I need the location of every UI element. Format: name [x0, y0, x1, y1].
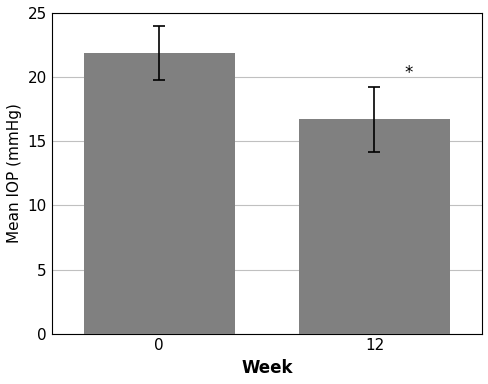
Y-axis label: Mean IOP (mmHg): Mean IOP (mmHg): [7, 103, 22, 243]
Text: *: *: [404, 64, 412, 81]
Bar: [84, 53, 234, 334]
X-axis label: Week: Week: [241, 359, 292, 377]
Bar: [299, 119, 449, 334]
